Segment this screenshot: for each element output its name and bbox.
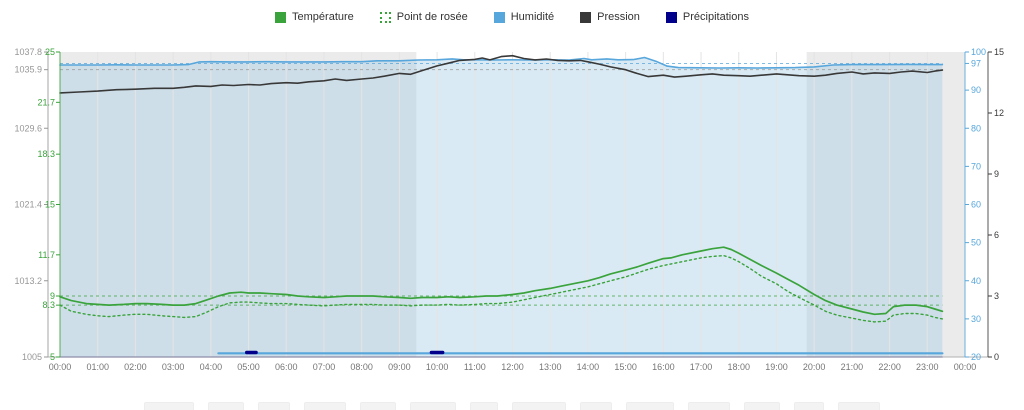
temperature-tick-label: 8.3 <box>42 300 55 310</box>
x-tick-label: 01:00 <box>86 362 109 372</box>
x-tick-label: 20:00 <box>803 362 826 372</box>
temperature-line <box>59 246 944 316</box>
cropped-block <box>360 402 396 410</box>
legend-item-2[interactable]: Humidité <box>493 11 555 23</box>
x-tick-label: 21:00 <box>841 362 864 372</box>
humidity-tick-label: 70 <box>971 161 981 171</box>
humidity-line <box>59 56 944 69</box>
legend-swatch-icon <box>580 11 592 23</box>
cropped-block <box>838 402 880 410</box>
legend-swatch-icon <box>275 11 287 23</box>
x-tick-label: 00:00 <box>954 362 977 372</box>
legend-label: Humidité <box>510 11 555 23</box>
x-tick-label: 14:00 <box>577 362 600 372</box>
x-tick-label: 16:00 <box>652 362 675 372</box>
pressure-tick-label: 1021.4 <box>14 200 42 210</box>
cropped-block <box>794 402 824 410</box>
legend-item-3[interactable]: Pression <box>580 11 640 23</box>
x-tick-label: 07:00 <box>313 362 336 372</box>
cropped-block <box>208 402 244 410</box>
cropped-block <box>580 402 612 410</box>
humidity-area-fill <box>60 57 943 357</box>
temperature-tick-label: 11.7 <box>38 250 55 260</box>
cropped-block <box>304 402 346 410</box>
legend-item-1[interactable]: Point de rosée <box>379 11 468 23</box>
temperature-tick-label: 18.3 <box>37 149 55 159</box>
legend-swatch-icon <box>665 11 677 23</box>
pressure-tick-label: 1029.6 <box>14 123 42 133</box>
x-tick-label: 15:00 <box>614 362 637 372</box>
humidity-tick-label: 60 <box>971 200 981 210</box>
x-tick-label: 08:00 <box>350 362 373 372</box>
x-tick-label: 05:00 <box>237 362 260 372</box>
cropped-block <box>470 402 498 410</box>
x-tick-label: 10:00 <box>426 362 449 372</box>
x-tick-label: 19:00 <box>765 362 788 372</box>
pressure-tick-label: 1005 <box>22 352 42 362</box>
night-band-0 <box>60 52 417 357</box>
x-tick-label: 11:00 <box>464 362 486 372</box>
legend: Température Point de rosée Humidité Pressio… <box>0 11 1024 23</box>
temperature-tick-label: 21.7 <box>37 97 55 107</box>
dewpoint-line <box>59 254 944 323</box>
temperature-tick-label: 25 <box>45 47 55 57</box>
legend-label: Pression <box>597 11 640 23</box>
legend-swatch-icon <box>379 11 391 23</box>
humidity-tick-label: 100 <box>971 47 986 57</box>
x-tick-label: 00:00 <box>49 362 72 372</box>
legend-item-4[interactable]: Précipitations <box>665 11 749 23</box>
cropped-block <box>744 402 780 410</box>
x-tick-label: 23:00 <box>916 362 939 372</box>
precipitation-tick-label: 6 <box>994 230 999 240</box>
precipitation-tick-label: 0 <box>994 352 999 362</box>
pressure-line <box>59 54 944 94</box>
pressure-tick-label: 1037.8 <box>14 47 42 57</box>
x-tick-label: 09:00 <box>388 362 411 372</box>
cropped-block <box>144 402 194 410</box>
humidity-tick-label: 30 <box>971 314 981 324</box>
cropped-block <box>626 402 674 410</box>
humidity-tick-label: 90 <box>971 85 981 95</box>
legend-label: Température <box>292 11 354 23</box>
precipitation-tick-label: 12 <box>994 108 1004 118</box>
x-tick-label: 22:00 <box>878 362 901 372</box>
precipitation-tick-label: 15 <box>994 47 1004 57</box>
temperature-tick-label: 9 <box>50 291 55 301</box>
x-tick-label: 04:00 <box>200 362 223 372</box>
cropped-block <box>410 402 456 410</box>
temperature-tick-label: 15 <box>45 200 55 210</box>
precipitation-tick-label: 9 <box>994 169 999 179</box>
cropped-block <box>258 402 290 410</box>
precipitation-tick-label: 3 <box>994 291 999 301</box>
cropped-block <box>512 402 566 410</box>
x-tick-label: 17:00 <box>690 362 713 372</box>
humidity-tick-label: 40 <box>971 276 981 286</box>
x-tick-label: 02:00 <box>124 362 147 372</box>
humidity-tick-label: 20 <box>971 352 981 362</box>
cropped-bottom-content <box>0 402 1024 410</box>
x-tick-label: 13:00 <box>539 362 562 372</box>
legend-item-0[interactable]: Température <box>275 11 354 23</box>
x-tick-label: 12:00 <box>501 362 524 372</box>
legend-label: Précipitations <box>682 11 749 23</box>
legend-swatch-icon <box>493 11 505 23</box>
x-tick-label: 18:00 <box>727 362 750 372</box>
pressure-tick-label: 1013.2 <box>14 276 42 286</box>
humidity-tick-label: 50 <box>971 238 981 248</box>
x-tick-label: 03:00 <box>162 362 185 372</box>
cropped-block <box>688 402 730 410</box>
pressure-tick-label: 1035.9 <box>14 65 42 75</box>
temperature-tick-label: 5 <box>50 352 55 362</box>
night-band-1 <box>806 52 965 357</box>
x-tick-label: 06:00 <box>275 362 298 372</box>
humidity-tick-label: 97 <box>971 58 981 68</box>
legend-label: Point de rosée <box>396 11 468 23</box>
humidity-tick-label: 80 <box>971 123 981 133</box>
